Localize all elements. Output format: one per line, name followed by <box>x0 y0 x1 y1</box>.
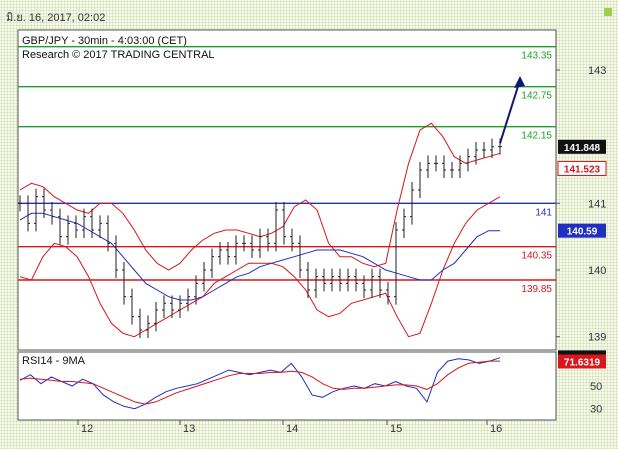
price-badge-1-box <box>557 160 607 176</box>
x-tick-label-4: 16 <box>490 423 502 435</box>
x-tick-label-2: 14 <box>286 423 298 435</box>
rsi-badge-1-box <box>558 354 606 369</box>
rsi-y-tick-label-0: 50 <box>590 381 602 393</box>
y-tick-label-0: 139 <box>588 332 606 344</box>
price-badge-1: 141.523 <box>564 164 601 175</box>
x-tick-label-3: 15 <box>390 423 402 435</box>
rsi-ma-line <box>19 360 500 405</box>
y-tick-label-1: 140 <box>588 265 606 277</box>
rsi-badge-1: 71.6319 <box>564 357 601 368</box>
y-tick-label-3: 143 <box>588 65 606 77</box>
timestamp: มิ.ย. 16, 2017, 02:02 <box>6 12 106 24</box>
level-label-4: 140.35 <box>521 251 552 262</box>
level-label-2: 142.15 <box>521 131 552 142</box>
chart-subtitle: Research © 2017 TRADING CENTRAL <box>22 49 215 61</box>
level-label-0: 143.35 <box>521 51 552 62</box>
price-badge-2-box <box>558 223 606 238</box>
status-indicator-icon <box>604 8 612 16</box>
x-tick-label-1: 13 <box>183 423 195 435</box>
level-label-1: 142.75 <box>521 91 552 102</box>
price-badge-0: 141.848 <box>564 143 601 154</box>
rsi-y-tick-label-1: 30 <box>590 404 602 416</box>
rsi-title: RSI14 - 9MA <box>22 355 86 367</box>
forecast-arrow-shaft <box>499 79 521 144</box>
y-tick-label-2: 141 <box>588 198 606 210</box>
level-label-5: 139.85 <box>521 284 552 295</box>
bollinger-lower <box>19 196 501 338</box>
chart-title: GBP/JPY - 30min - 4:03:00 (CET) <box>22 35 187 47</box>
rsi-line <box>19 357 501 410</box>
level-label-3: 141 <box>535 207 552 218</box>
price-badge-0-box <box>558 139 606 154</box>
x-tick-label-0: 12 <box>81 423 93 435</box>
price-panel <box>17 29 557 351</box>
rsi-panel <box>17 351 557 421</box>
price-badge-2: 140.59 <box>567 227 598 238</box>
forecast-arrow-icon <box>514 76 525 88</box>
